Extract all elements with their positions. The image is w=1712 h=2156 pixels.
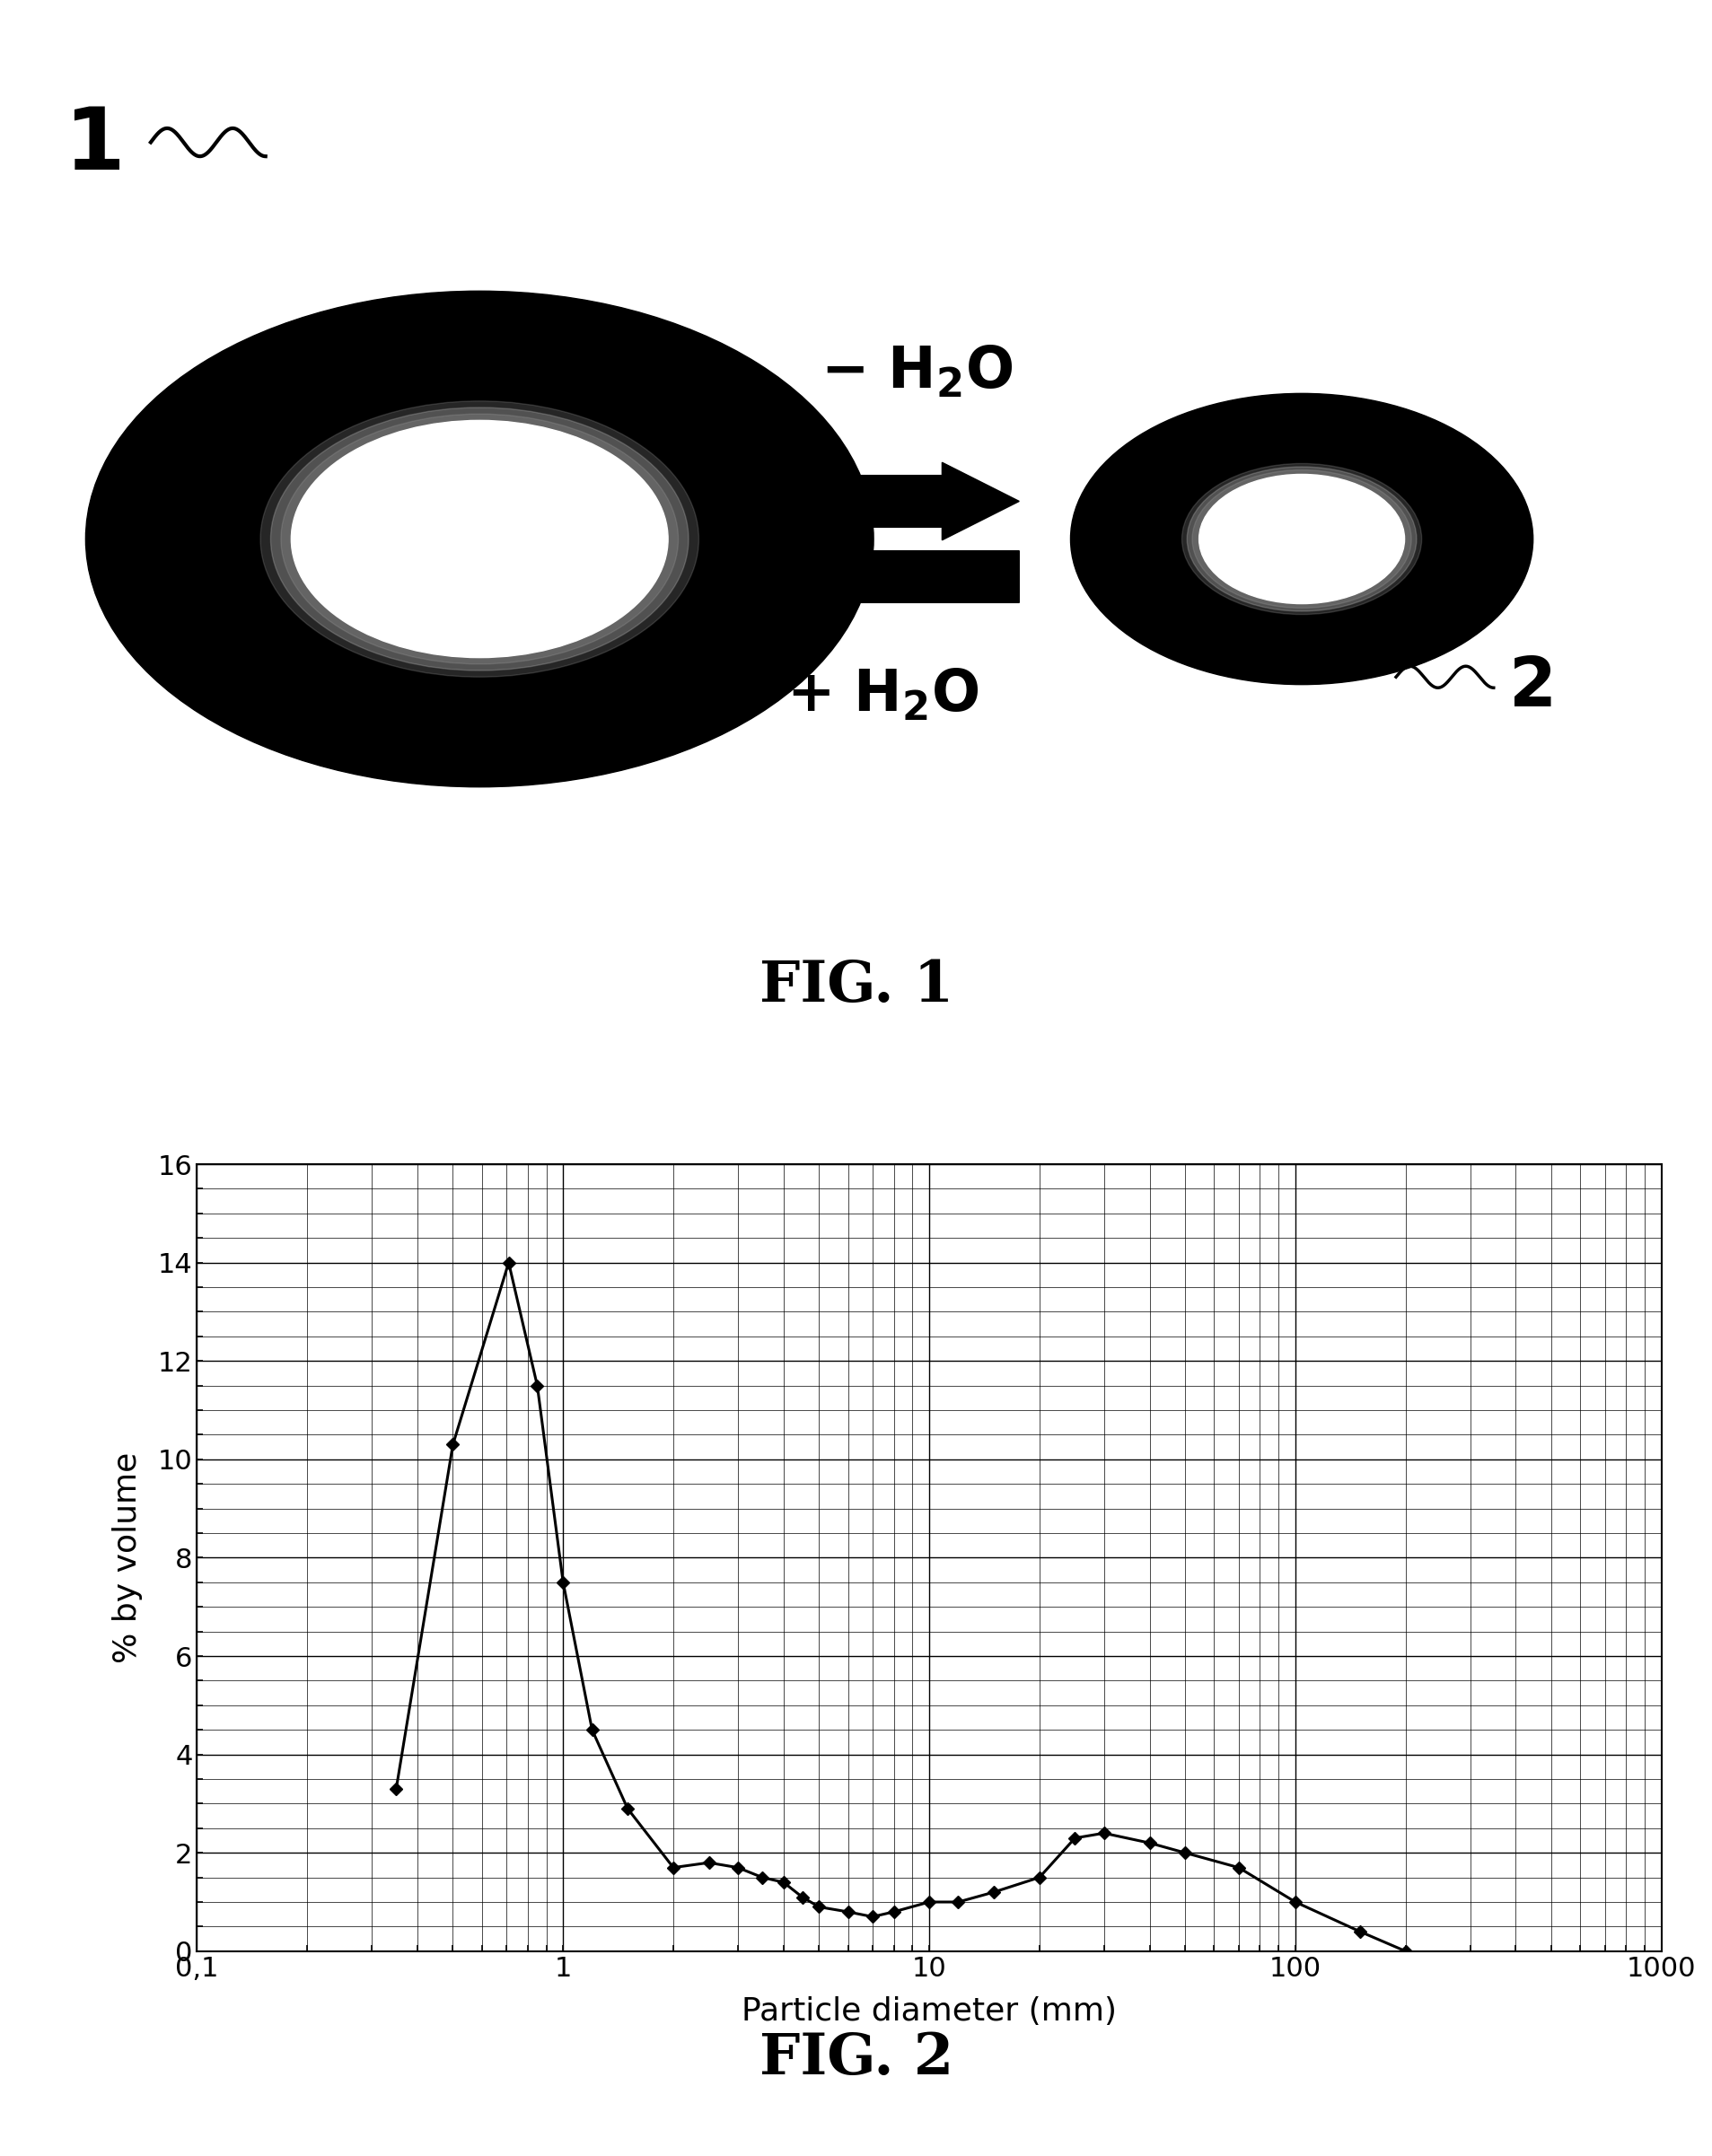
FancyArrow shape (762, 537, 1019, 617)
Text: $\mathbf{-\ H_2O}$: $\mathbf{-\ H_2O}$ (820, 343, 1012, 401)
Circle shape (1186, 466, 1416, 612)
Circle shape (260, 401, 698, 677)
Circle shape (291, 420, 668, 658)
Circle shape (86, 291, 873, 787)
Circle shape (1192, 470, 1411, 608)
X-axis label: Particle diameter (mm): Particle diameter (mm) (741, 1996, 1116, 2027)
Text: FIG. 1: FIG. 1 (758, 959, 954, 1013)
Circle shape (281, 414, 678, 664)
Text: FIG. 2: FIG. 2 (758, 2031, 954, 2087)
Circle shape (1198, 474, 1404, 604)
Y-axis label: % by volume: % by volume (113, 1453, 142, 1662)
Circle shape (1181, 464, 1421, 614)
Circle shape (1070, 392, 1532, 686)
FancyArrow shape (762, 461, 1019, 539)
Circle shape (270, 407, 688, 671)
Text: 1: 1 (63, 103, 125, 188)
Text: $\mathbf{+\ H_2O}$: $\mathbf{+\ H_2O}$ (786, 666, 978, 724)
Text: 2: 2 (1508, 655, 1556, 720)
